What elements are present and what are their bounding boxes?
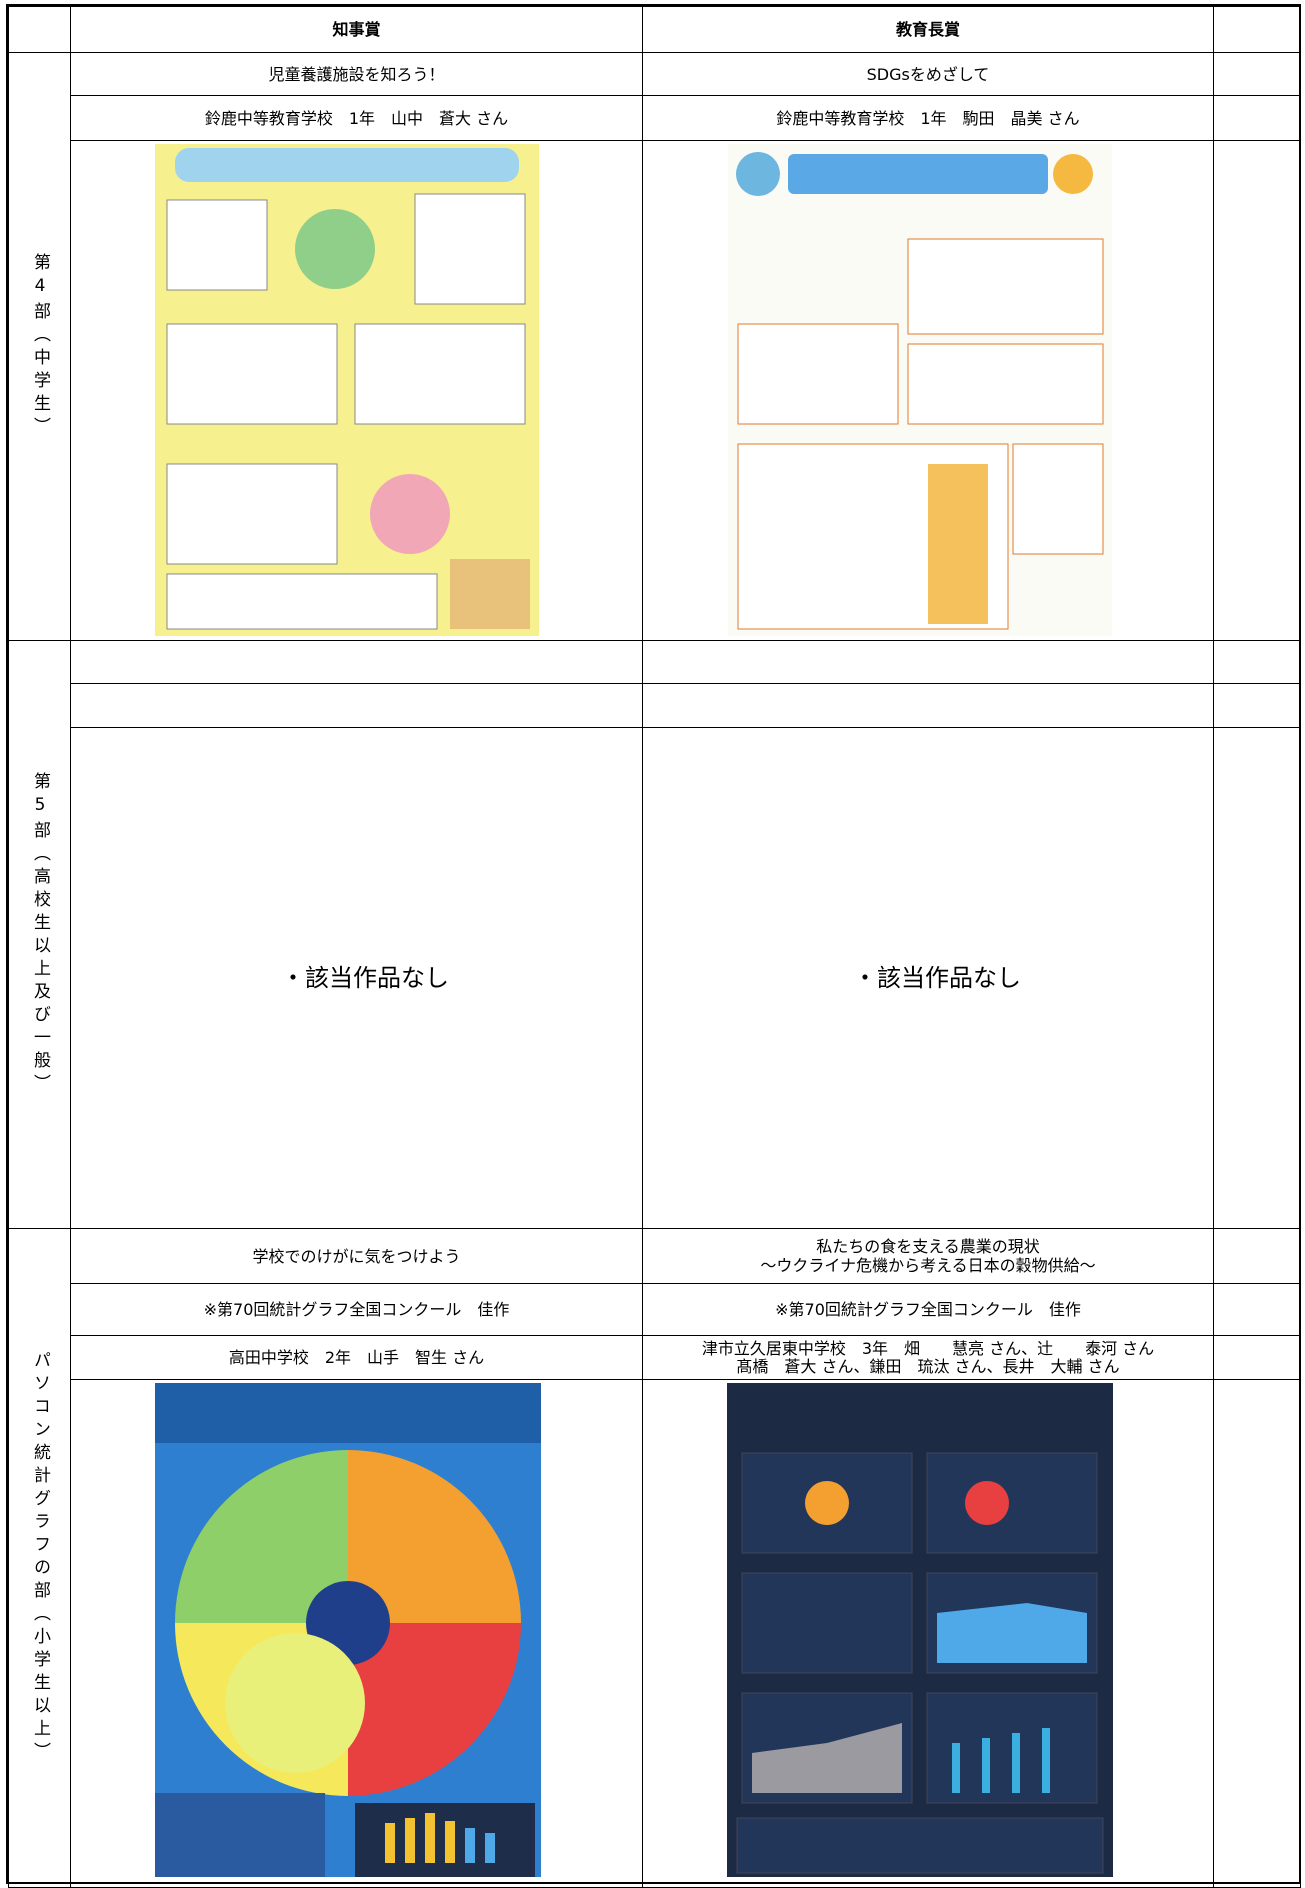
title-line: 私たちの食を支える農業の現状 xyxy=(816,1237,1040,1256)
title-cell: 学校でのけがに気をつけよう xyxy=(70,1228,643,1284)
title-line: ～ウクライナ危機から考える日本の穀物供給～ xyxy=(760,1256,1096,1275)
note-cell: ※第70回統計グラフ全国コンクール 佳作 xyxy=(70,1283,643,1336)
poster-image xyxy=(727,1383,1113,1877)
empty-cell xyxy=(1213,1335,1301,1380)
image-cell xyxy=(70,140,643,641)
no-entry: ・該当作品なし xyxy=(281,963,449,992)
poster-image xyxy=(155,1383,541,1877)
empty-cell xyxy=(1213,1379,1301,1888)
author-cell: 高田中学校 2年 山手 智生 さん xyxy=(70,1335,643,1380)
author-cell: 鈴鹿中等教育学校 1年 山中 蒼大 さん xyxy=(70,95,643,141)
header-corner xyxy=(8,6,71,53)
empty-cell xyxy=(642,640,1214,684)
empty-cell xyxy=(1213,1283,1301,1336)
empty-cell xyxy=(1213,683,1301,728)
note-cell: ※第70回統計グラフ全国コンクール 佳作 xyxy=(642,1283,1214,1336)
empty-cell xyxy=(642,683,1214,728)
empty-cell xyxy=(1213,727,1301,1229)
empty-cell xyxy=(1213,640,1301,684)
header-cell: 知事賞 xyxy=(70,6,643,53)
title-cell: 児童養護施設を知ろう！ xyxy=(70,52,643,96)
no-entry: ・該当作品なし xyxy=(853,963,1021,992)
header-cell: 教育長賞 xyxy=(642,6,1214,53)
section-label: パソコン統計グラフの部（小学生以上） xyxy=(8,1228,71,1888)
no-entry-cell: ・該当作品なし xyxy=(642,727,1214,1229)
no-entry-cell: ・該当作品なし xyxy=(70,727,643,1229)
empty-cell xyxy=(1213,95,1301,141)
poster-image xyxy=(728,144,1112,636)
empty-cell xyxy=(1213,52,1301,96)
title-line: 学校でのけがに気をつけよう xyxy=(252,1246,461,1266)
empty-cell xyxy=(1213,140,1301,641)
empty-cell xyxy=(70,640,643,684)
poster-image xyxy=(155,144,539,636)
author-line: 津市立久居東中学校 3年 畑 慧亮 さん、辻 泰河 さん xyxy=(701,1338,1155,1358)
title-cell: SDGsをめざして xyxy=(642,52,1214,96)
image-cell xyxy=(70,1379,643,1888)
author-line: 高田中学校 2年 山手 智生 さん xyxy=(228,1348,485,1367)
title-cell: 私たちの食を支える農業の現状 ～ウクライナ危機から考える日本の穀物供給～ xyxy=(642,1228,1214,1284)
author-cell: 鈴鹿中等教育学校 1年 駒田 晶美 さん xyxy=(642,95,1214,141)
empty-cell xyxy=(70,683,643,728)
author-cell: 津市立久居東中学校 3年 畑 慧亮 さん、辻 泰河 さん 髙橋 蒼大 さん、鎌田 … xyxy=(642,1335,1214,1380)
image-cell xyxy=(642,1379,1214,1888)
section-label: 第4部（中学生） xyxy=(8,52,71,641)
image-cell xyxy=(642,140,1214,641)
author-line: 髙橋 蒼大 さん、鎌田 琉汰 さん、長井 大輔 さん xyxy=(736,1356,1120,1376)
header-empty xyxy=(1213,6,1301,53)
empty-cell xyxy=(1213,1228,1301,1284)
section-label: 第5部（高校生以上及び一般） xyxy=(8,640,71,1229)
